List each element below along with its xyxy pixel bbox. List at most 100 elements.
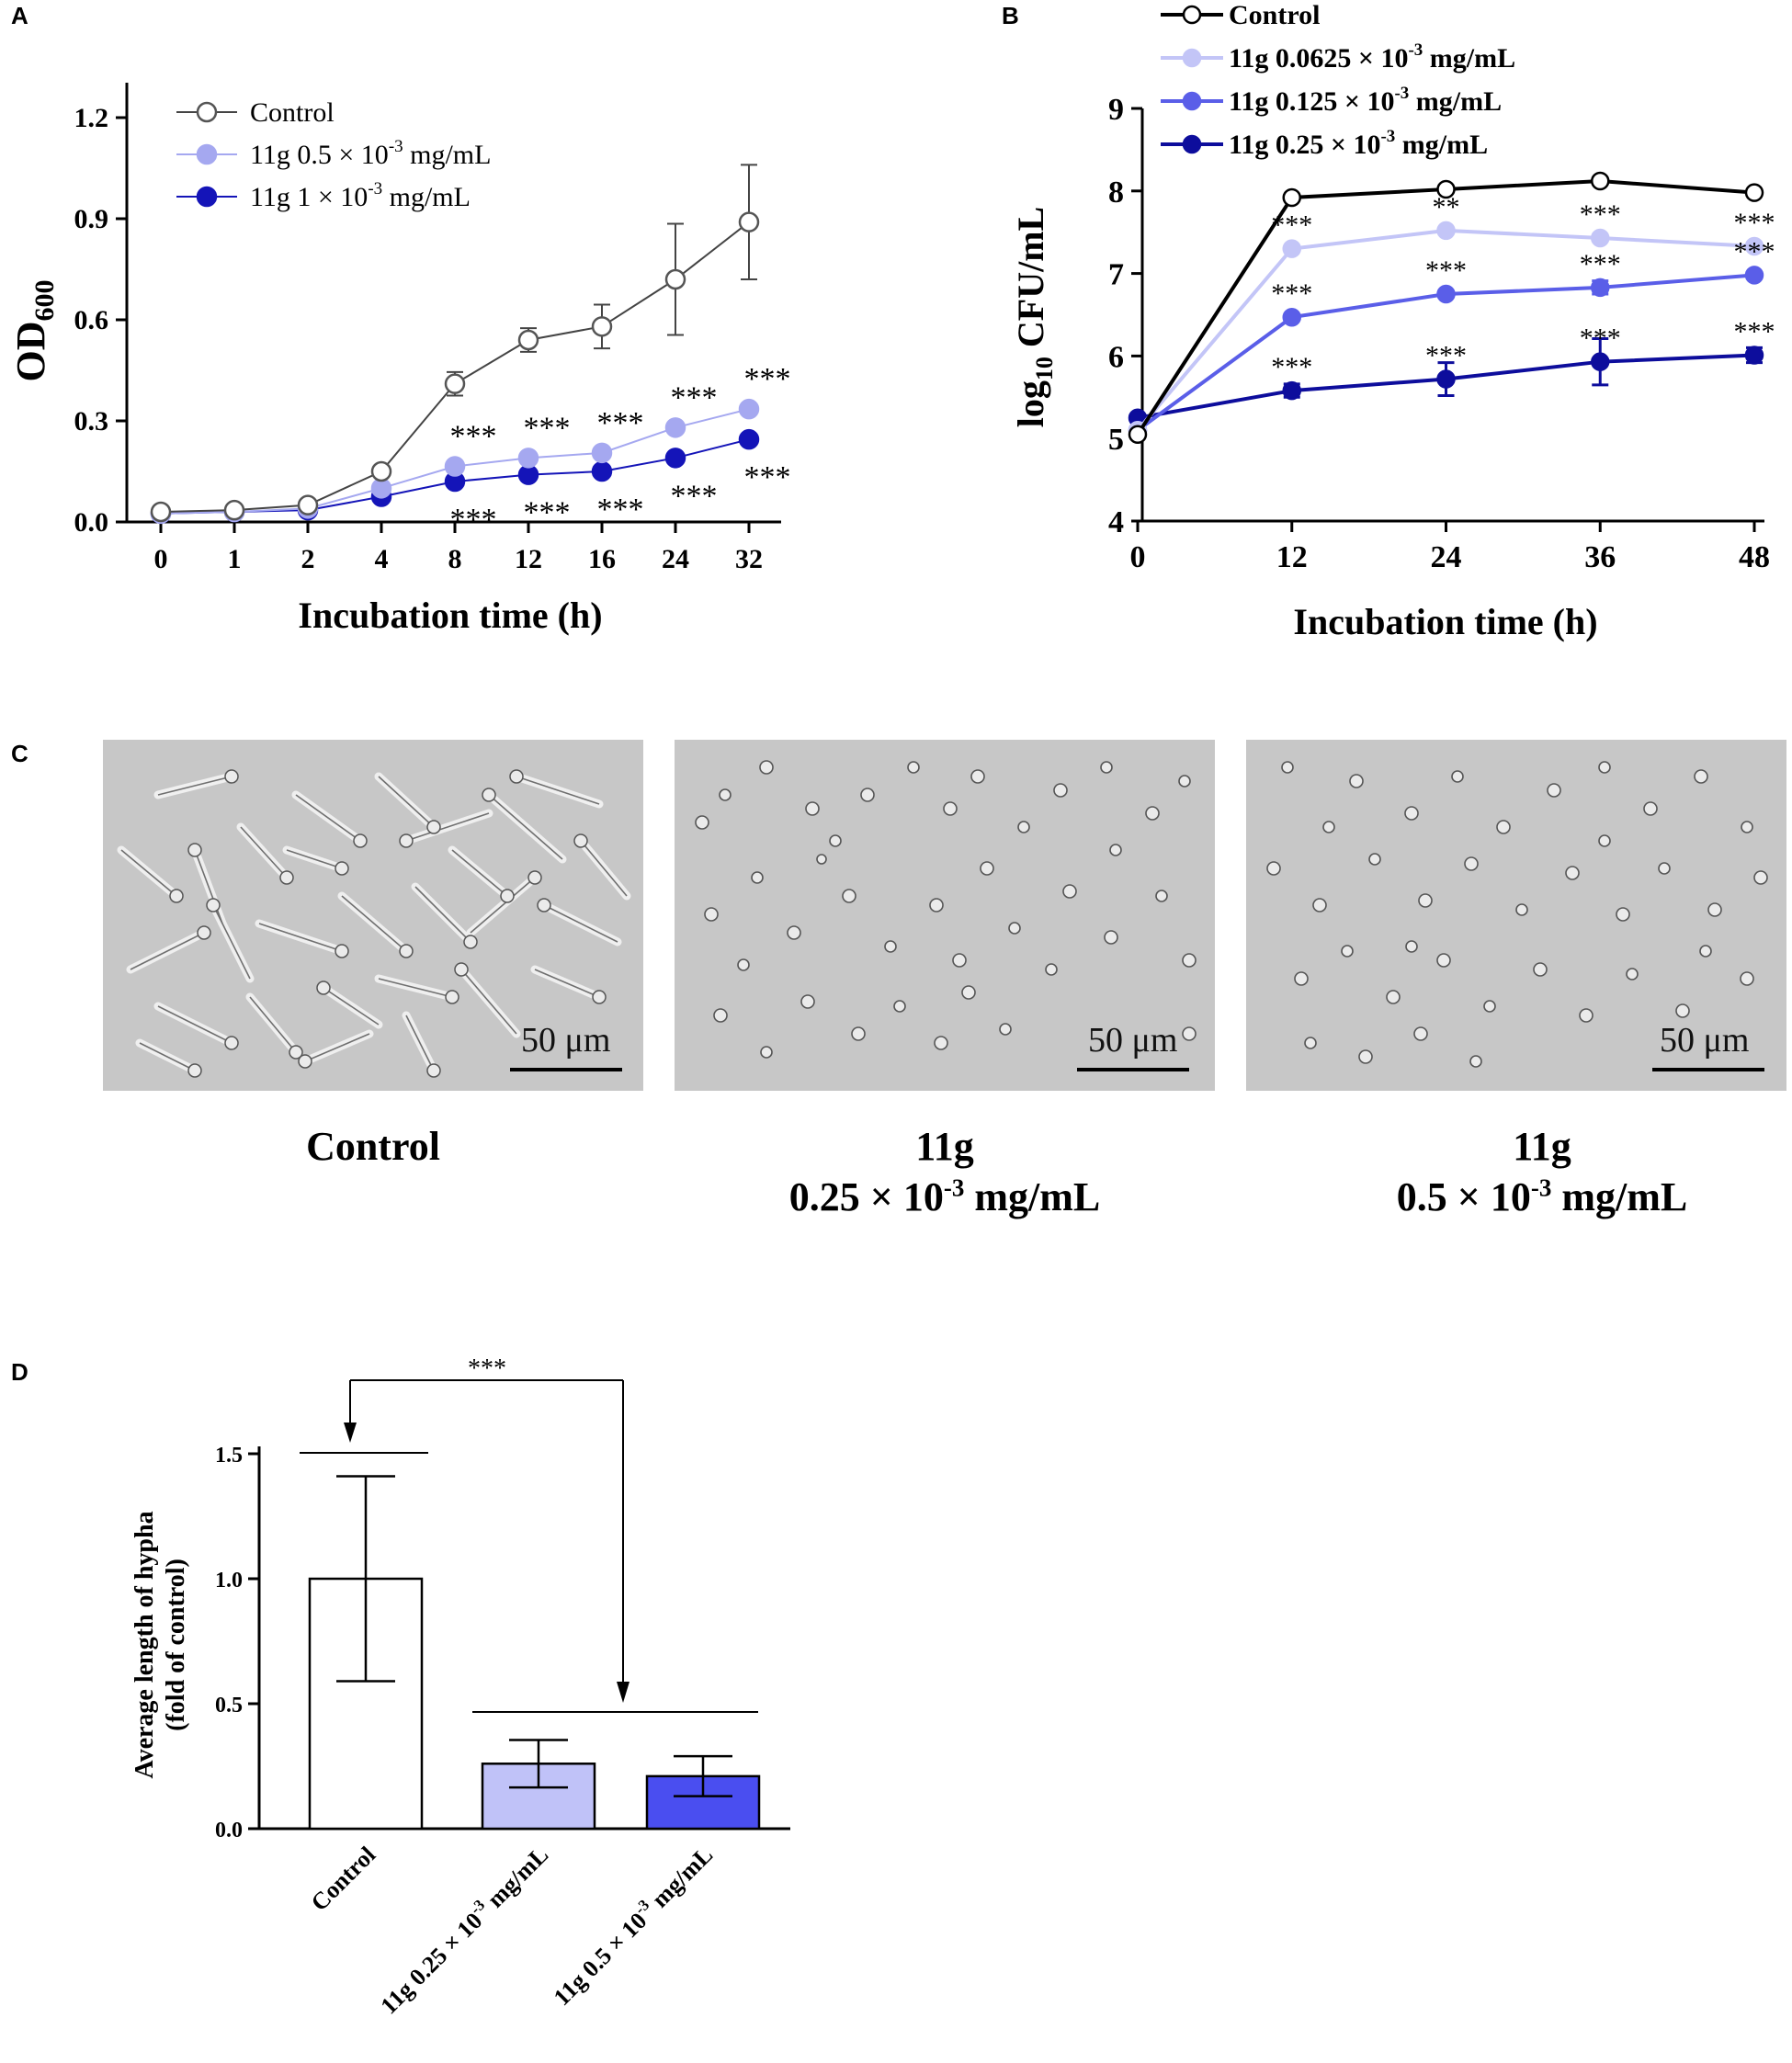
y-tick-label: 6 (1108, 340, 1124, 374)
legend-label-sup: -3 (1380, 127, 1395, 146)
significance-label: *** (597, 406, 644, 440)
y-tick-label: 0.9 (74, 204, 109, 234)
y-tick-label: 0.5 (215, 1694, 243, 1717)
data-point (1436, 284, 1456, 304)
data-point (591, 442, 613, 464)
significance-label: *** (1580, 249, 1621, 279)
y-axis-label-line1: Average length of hypha (130, 1511, 159, 1778)
y-tick-label: 8 (1108, 176, 1124, 210)
caption-control: Control (281, 1121, 465, 1172)
significance-label: *** (1734, 236, 1775, 266)
panel-label-b: B (1002, 2, 1019, 29)
legend-marker (1182, 5, 1202, 25)
x-tick-label: 16 (588, 544, 616, 574)
scale-bar (510, 1068, 622, 1071)
hyphae-image (117, 769, 631, 1078)
data-point (1744, 346, 1764, 365)
data-point (517, 329, 539, 351)
scale-bar-label: 50 μm (1660, 1021, 1750, 1060)
x-tick-label: 24 (1431, 540, 1462, 574)
scale-bar (1077, 1068, 1189, 1071)
x-tick-label: 1 (228, 544, 242, 574)
legend-label: Control (250, 97, 335, 128)
y-tick-label: 7 (1108, 258, 1124, 292)
y-tick-label: 0.0 (74, 507, 109, 538)
legend-label-text: 11g 0.5 × 10 (250, 140, 389, 170)
legend-label: 11g 0.125 × 10-3 mg/mL (1229, 84, 1502, 117)
significance-label: *** (1425, 341, 1467, 371)
x-axis-label: Incubation time (h) (298, 595, 602, 636)
significance-label: *** (1580, 323, 1621, 354)
x-tick-label: Control (306, 1842, 380, 1916)
micrograph-11g-0.25: 50 μm (675, 740, 1215, 1091)
legend-label: 11g 0.5 × 10-3 mg/mL (250, 137, 491, 170)
significance-label: *** (1271, 352, 1312, 382)
significance-label: *** (1734, 208, 1775, 238)
arrow-head-left (344, 1423, 357, 1443)
y-axis-label: log10 CFU/mL (1010, 207, 1058, 427)
significance-label: *** (450, 420, 497, 454)
micrograph-11g-0.5: 50 μm (1246, 740, 1786, 1091)
chart-d: 0.0 0.5 1.0 1.5 Average length of hypha (fold… (130, 1355, 790, 2020)
significance-label: *** (1271, 278, 1312, 309)
data-point (1744, 183, 1764, 202)
caption-line1: Control (306, 1124, 440, 1169)
y-tick-label: 1.0 (215, 1569, 243, 1593)
data-point (1436, 179, 1456, 199)
legend-label-unit: mg/mL (382, 182, 471, 212)
chart-b: 4 5 6 7 8 9 0 12 24 36 48 Incubation time (h) log10 … (1010, 0, 1775, 642)
y-axis-label-rest: CFU/mL (1010, 207, 1051, 357)
yeast-cells-image (695, 760, 1197, 1059)
legend-label-text: 11g 0.25 × 10 (1229, 130, 1380, 160)
legend-label-text: Control (1229, 0, 1320, 30)
scale-bar (1652, 1068, 1764, 1071)
legend-label-text: 11g 0.125 × 10 (1229, 86, 1394, 117)
data-point (517, 448, 539, 469)
significance-label: *** (1580, 199, 1621, 230)
scale-bar-label: 50 μm (521, 1021, 611, 1060)
significance-label: *** (1425, 255, 1467, 286)
panel-label-d: D (11, 1358, 28, 1386)
y-tick-label: 1.5 (215, 1444, 243, 1468)
data-point (1282, 239, 1301, 258)
significance-label: *** (671, 380, 718, 414)
x-tick-label: 11g 0.5 × 10-3 mg/mL (547, 1840, 719, 2012)
significance-label: *** (744, 362, 791, 396)
data-point (1591, 171, 1610, 191)
caption-line1: 11g (1513, 1124, 1571, 1169)
legend-marker (1182, 48, 1202, 68)
y-tick-label: 4 (1108, 505, 1124, 539)
arrow-head-right (617, 1682, 629, 1703)
x-tick-label: 36 (1584, 540, 1616, 574)
x-tick-label-text: 11g 0.25 × 10 (376, 1908, 488, 2020)
x-tick-label: 11g 0.25 × 10-3 mg/mL (373, 1840, 553, 2020)
data-point (1128, 425, 1148, 444)
x-tick-label: 4 (375, 544, 389, 574)
data-point (1282, 307, 1301, 327)
x-tick-label: 12 (1276, 540, 1308, 574)
y-axis-label-sub: 600 (29, 280, 60, 322)
data-point (664, 268, 686, 290)
x-tick-label: 24 (662, 544, 689, 574)
data-point (1282, 380, 1301, 401)
legend-label-unit: mg/mL (403, 140, 492, 170)
legend-label: 11g 1 × 10-3 mg/mL (250, 179, 471, 212)
x-tick-label: 0 (1130, 540, 1146, 574)
x-tick-label: 2 (301, 544, 315, 574)
data-point (738, 211, 760, 232)
legend-label: 11g 0.25 × 10-3 mg/mL (1229, 127, 1488, 160)
legend-label: 11g 0.0625 × 10-3 mg/mL (1229, 40, 1515, 74)
legend-label-unit: mg/mL (1409, 86, 1502, 117)
data-point (738, 428, 760, 450)
data-point (591, 460, 613, 482)
data-point (517, 464, 539, 485)
panel-label-c: C (11, 740, 28, 767)
y-axis-label-main: OD (8, 322, 53, 382)
x-tick-label: 0 (154, 544, 168, 574)
significance-label: *** (744, 460, 791, 494)
data-point (1436, 221, 1456, 241)
data-point (444, 373, 466, 394)
legend-marker (196, 101, 218, 123)
y-axis-label-main: log (1010, 380, 1051, 427)
data-point (1436, 369, 1456, 389)
